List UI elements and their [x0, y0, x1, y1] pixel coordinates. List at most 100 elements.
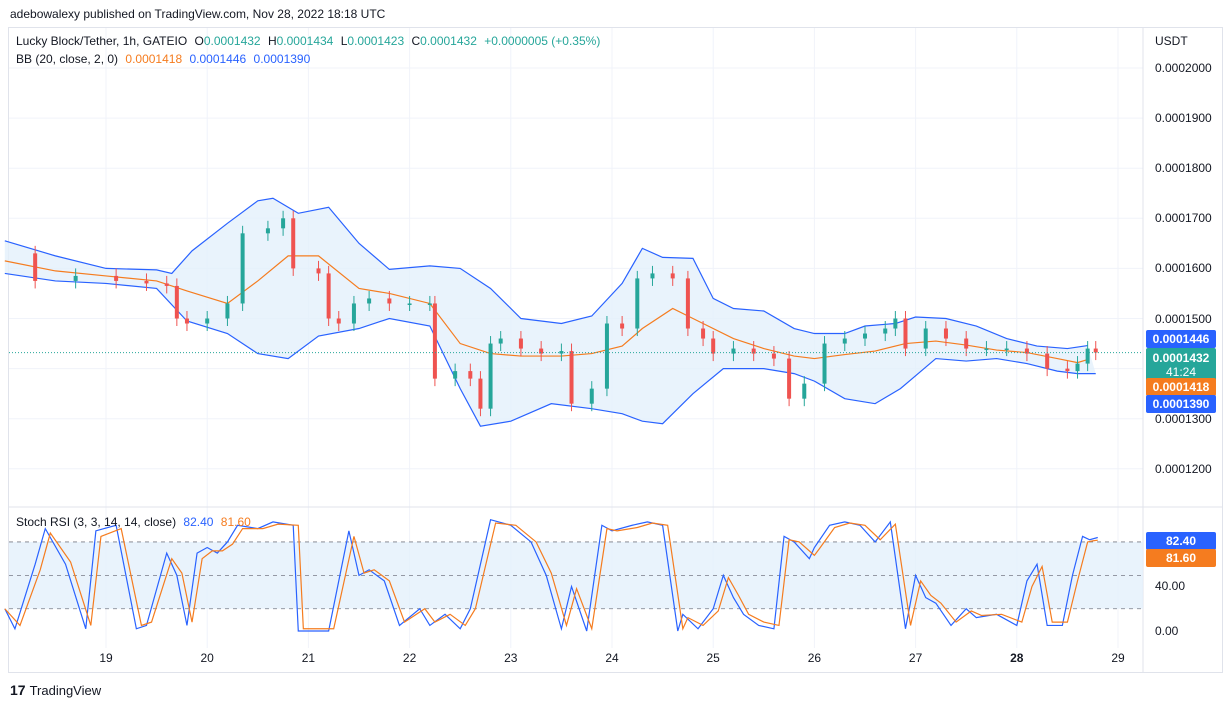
- candle-body: [265, 228, 270, 234]
- candle-body: [498, 338, 503, 344]
- candle-body: [281, 218, 286, 229]
- rsi-label[interactable]: Stoch RSI (3, 3, 14, 14, close): [16, 515, 177, 529]
- bar-countdown: 41:24: [1165, 365, 1197, 379]
- candle-body: [174, 285, 179, 319]
- bb-legend: BB (20, close, 2, 0) 0.0001418 0.0001446…: [16, 52, 310, 66]
- candle-body: [225, 303, 230, 319]
- change-value: +0.0000005 (+0.35%): [484, 34, 601, 48]
- candle-body: [539, 348, 544, 354]
- rsi-legend: Stoch RSI (3, 3, 14, 14, close) 82.40 81…: [16, 515, 251, 529]
- currency-label: USDT: [1155, 34, 1188, 48]
- candle-body: [427, 303, 432, 305]
- rsi-k-line: [4, 518, 1098, 632]
- price-tick-label: 0.0001500: [1155, 311, 1212, 326]
- candle-body: [351, 303, 356, 324]
- price-tick-label: 0.0001900: [1155, 111, 1212, 126]
- bb-basis-badge: 0.0001418: [1146, 378, 1216, 396]
- time-tick-label: 27: [908, 651, 923, 665]
- candle-body: [822, 343, 827, 384]
- candle-body: [73, 275, 78, 281]
- candle-body: [367, 298, 372, 304]
- candle-body: [1004, 348, 1009, 351]
- candle-body: [1075, 363, 1080, 372]
- candle-body: [468, 371, 473, 379]
- candle-body: [114, 275, 119, 281]
- candle-body: [883, 328, 888, 334]
- candle-body: [33, 253, 38, 281]
- candle-body: [1085, 348, 1090, 364]
- candle-body: [635, 278, 640, 329]
- candle-body: [670, 273, 675, 279]
- price-tick-label: 0.0002000: [1155, 61, 1212, 75]
- time-tick-label: 19: [99, 651, 113, 665]
- candle-body: [205, 318, 210, 324]
- tradingview-footer[interactable]: 17 TradingView: [10, 682, 101, 698]
- candle-body: [771, 353, 776, 359]
- close-label: C: [411, 34, 421, 48]
- candle-body: [326, 273, 331, 319]
- time-tick-label: 20: [200, 651, 214, 665]
- price-tick-label: 0.0001600: [1155, 261, 1212, 276]
- candle-body: [478, 378, 483, 409]
- bb-upper-badge: 0.0001446: [1146, 330, 1216, 348]
- bb-fill: [4, 198, 1096, 427]
- low-value: 0.0001423: [347, 34, 405, 48]
- candle-body: [802, 383, 807, 399]
- candle-body: [842, 338, 847, 344]
- bb-basis-value: 0.0001418: [125, 52, 183, 66]
- candle-body: [336, 318, 341, 324]
- candle-body: [620, 323, 625, 329]
- tradingview-logo-icon: 17: [10, 682, 26, 698]
- candle-body: [893, 318, 898, 329]
- price-tick-label: 0.0001300: [1155, 411, 1212, 426]
- price-tick-label: 0.0001800: [1155, 161, 1212, 176]
- low-label: L: [340, 34, 348, 48]
- time-tick-label: 28: [1010, 651, 1024, 665]
- bb-label[interactable]: BB (20, close, 2, 0): [16, 52, 119, 66]
- bb-lower-badge: 0.0001390: [1146, 395, 1216, 413]
- open-value: 0.0001432: [203, 34, 261, 48]
- brand-name: TradingView: [29, 682, 102, 698]
- candle-body: [787, 358, 792, 399]
- time-tick-label: 23: [504, 651, 518, 665]
- candle-body: [685, 278, 690, 329]
- candle-body: [923, 328, 928, 349]
- candle-body: [291, 218, 296, 269]
- bb-lower-line: [4, 272, 1096, 427]
- rsi-d-value: 81.60: [220, 515, 251, 529]
- candle-body: [604, 323, 609, 389]
- candle-body: [711, 338, 716, 354]
- last-price-value: 0.0001432: [1152, 351, 1210, 365]
- symbol-title[interactable]: Lucky Block/Tether, 1h, GATEIO: [16, 34, 188, 48]
- publisher-line: adebowalexy published on TradingView.com…: [10, 7, 386, 21]
- candle-body: [407, 303, 412, 305]
- high-value: 0.0001434: [276, 34, 334, 48]
- main-legend: Lucky Block/Tether, 1h, GATEIO O0.000143…: [16, 34, 600, 48]
- time-tick-label: 29: [1111, 651, 1125, 665]
- rsi-tick-label: 40.00: [1155, 579, 1186, 594]
- candle-body: [1045, 353, 1050, 369]
- candle-body: [1065, 368, 1070, 372]
- time-tick-label: 22: [402, 651, 417, 665]
- candle-body: [863, 333, 867, 339]
- close-value: 0.0001432: [420, 34, 477, 48]
- candle-body: [984, 348, 989, 351]
- candle-body: [488, 343, 493, 409]
- candle-body: [387, 298, 392, 304]
- candle-body: [650, 273, 655, 279]
- time-tick-label: 25: [706, 651, 720, 665]
- time-tick-label: 21: [301, 651, 316, 665]
- high-label: H: [267, 34, 277, 48]
- candle-body: [701, 328, 706, 339]
- candle-body: [240, 233, 245, 304]
- candle-body: [1024, 348, 1029, 354]
- rsi-k-value: 82.40: [183, 515, 214, 529]
- candle-body: [184, 318, 189, 324]
- open-label: O: [194, 34, 204, 48]
- candle-body: [453, 371, 458, 379]
- time-tick-label: 24: [605, 651, 619, 665]
- bb-upper-line: [4, 197, 1088, 350]
- price-tick-label: 0.0001700: [1155, 211, 1212, 226]
- candle-body: [144, 280, 149, 284]
